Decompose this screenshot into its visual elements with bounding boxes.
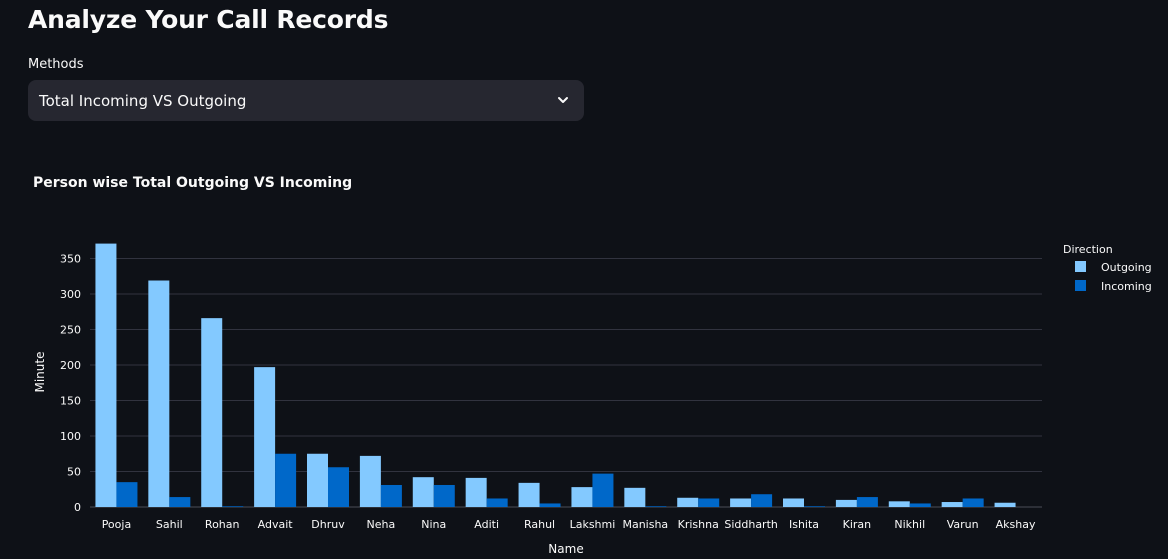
bar-incoming-neha[interactable] <box>380 484 402 507</box>
bar-incoming-nina[interactable] <box>433 484 455 507</box>
y-tick-label: 200 <box>60 359 81 372</box>
chart-legend: Direction Outgoing Incoming <box>1063 243 1152 293</box>
bar-incoming-krishna[interactable] <box>698 498 720 507</box>
bar-outgoing-ishita[interactable] <box>783 498 804 507</box>
x-tick-label: Sahil <box>156 518 183 531</box>
methods-select-value: Total Incoming VS Outgoing <box>39 92 247 110</box>
x-tick-label: Siddharth <box>724 518 778 531</box>
x-tick-label: Akshay <box>996 518 1036 531</box>
bar-incoming-aditi[interactable] <box>486 498 508 507</box>
bar-incoming-dhruv[interactable] <box>328 467 349 507</box>
bar-outgoing-sahil[interactable] <box>148 280 170 507</box>
bar-incoming-nikhil[interactable] <box>909 503 931 507</box>
x-tick-label: Lakshmi <box>570 518 616 531</box>
bar-incoming-kiran[interactable] <box>856 497 878 507</box>
bar-incoming-ishita[interactable] <box>804 506 825 507</box>
x-tick-label: Rahul <box>524 518 555 531</box>
bar-outgoing-pooja[interactable] <box>95 243 117 507</box>
bar-outgoing-manisha[interactable] <box>624 487 646 507</box>
page-title: Analyze Your Call Records <box>28 5 389 34</box>
bar-incoming-rohan[interactable] <box>222 506 244 507</box>
y-axis-ticks: 0 50 100 150 200 250 300 350 <box>60 253 81 515</box>
y-tick-label: 0 <box>74 501 81 514</box>
y-tick-label: 50 <box>67 466 81 479</box>
chevron-down-icon[interactable] <box>556 93 570 107</box>
bar-outgoing-siddharth[interactable] <box>730 498 752 507</box>
legend-swatch-incoming[interactable] <box>1075 280 1086 291</box>
x-tick-label: Manisha <box>622 518 668 531</box>
y-tick-label: 300 <box>60 288 81 301</box>
y-tick-label: 250 <box>60 324 81 337</box>
bar-outgoing-aditi[interactable] <box>465 477 487 507</box>
bar-outgoing-lakshmi[interactable] <box>571 487 593 507</box>
bar-outgoing-nina[interactable] <box>412 477 434 507</box>
x-tick-label: Varun <box>947 518 979 531</box>
bar-outgoing-rohan[interactable] <box>201 318 223 507</box>
bar-incoming-lakshmi[interactable] <box>592 473 614 507</box>
legend-label-outgoing[interactable]: Outgoing <box>1101 261 1152 274</box>
x-tick-label: Nina <box>421 518 446 531</box>
bar-incoming-siddharth[interactable] <box>751 494 773 507</box>
x-axis-title: Name <box>548 542 583 556</box>
legend-label-incoming[interactable]: Incoming <box>1101 280 1152 293</box>
legend-swatch-outgoing[interactable] <box>1075 261 1086 272</box>
bar-incoming-pooja[interactable] <box>116 482 138 507</box>
x-tick-label: Advait <box>258 518 294 531</box>
y-tick-label: 350 <box>60 253 81 266</box>
x-axis-ticks: Pooja Sahil Rohan Advait Dhruv Neha Nina Aditi R… <box>102 518 1036 531</box>
methods-label: Methods <box>28 57 84 72</box>
y-tick-label: 150 <box>60 395 81 408</box>
bar-outgoing-krishna[interactable] <box>677 497 699 507</box>
x-tick-label: Kiran <box>843 518 872 531</box>
bar-incoming-varun[interactable] <box>962 498 984 507</box>
bar-outgoing-kiran[interactable] <box>835 499 857 507</box>
x-tick-label: Dhruv <box>311 518 345 531</box>
x-tick-label: Krishna <box>678 518 719 531</box>
x-tick-label: Neha <box>367 518 396 531</box>
bar-incoming-advait[interactable] <box>275 453 297 507</box>
grid-lines <box>90 258 1042 508</box>
x-tick-label: Aditi <box>474 518 499 531</box>
x-tick-label: Nikhil <box>894 518 925 531</box>
y-axis-title: Minute <box>33 352 47 393</box>
x-tick-label: Rohan <box>205 518 240 531</box>
x-tick-label: Ishita <box>789 518 819 531</box>
chart-container: Person wise Total Outgoing VS Incoming 0… <box>0 160 1168 559</box>
chart-title: Person wise Total Outgoing VS Incoming <box>33 175 352 191</box>
bar-chart: Person wise Total Outgoing VS Incoming 0… <box>33 175 1152 556</box>
bar-incoming-manisha[interactable] <box>645 506 667 507</box>
x-tick-label: Pooja <box>102 518 132 531</box>
bar-outgoing-varun[interactable] <box>941 502 963 507</box>
bar-incoming-rahul[interactable] <box>539 503 561 507</box>
bar-outgoing-advait[interactable] <box>254 367 276 507</box>
bar-outgoing-nikhil[interactable] <box>888 501 910 507</box>
bar-outgoing-dhruv[interactable] <box>307 453 328 507</box>
bars <box>95 243 1016 507</box>
bar-outgoing-akshay[interactable] <box>994 502 1016 507</box>
y-tick-label: 100 <box>60 430 81 443</box>
methods-select[interactable]: Total Incoming VS Outgoing <box>28 80 584 121</box>
legend-title: Direction <box>1063 243 1113 256</box>
bar-incoming-sahil[interactable] <box>169 497 191 507</box>
bar-outgoing-rahul[interactable] <box>518 482 540 507</box>
bar-outgoing-neha[interactable] <box>359 455 381 507</box>
